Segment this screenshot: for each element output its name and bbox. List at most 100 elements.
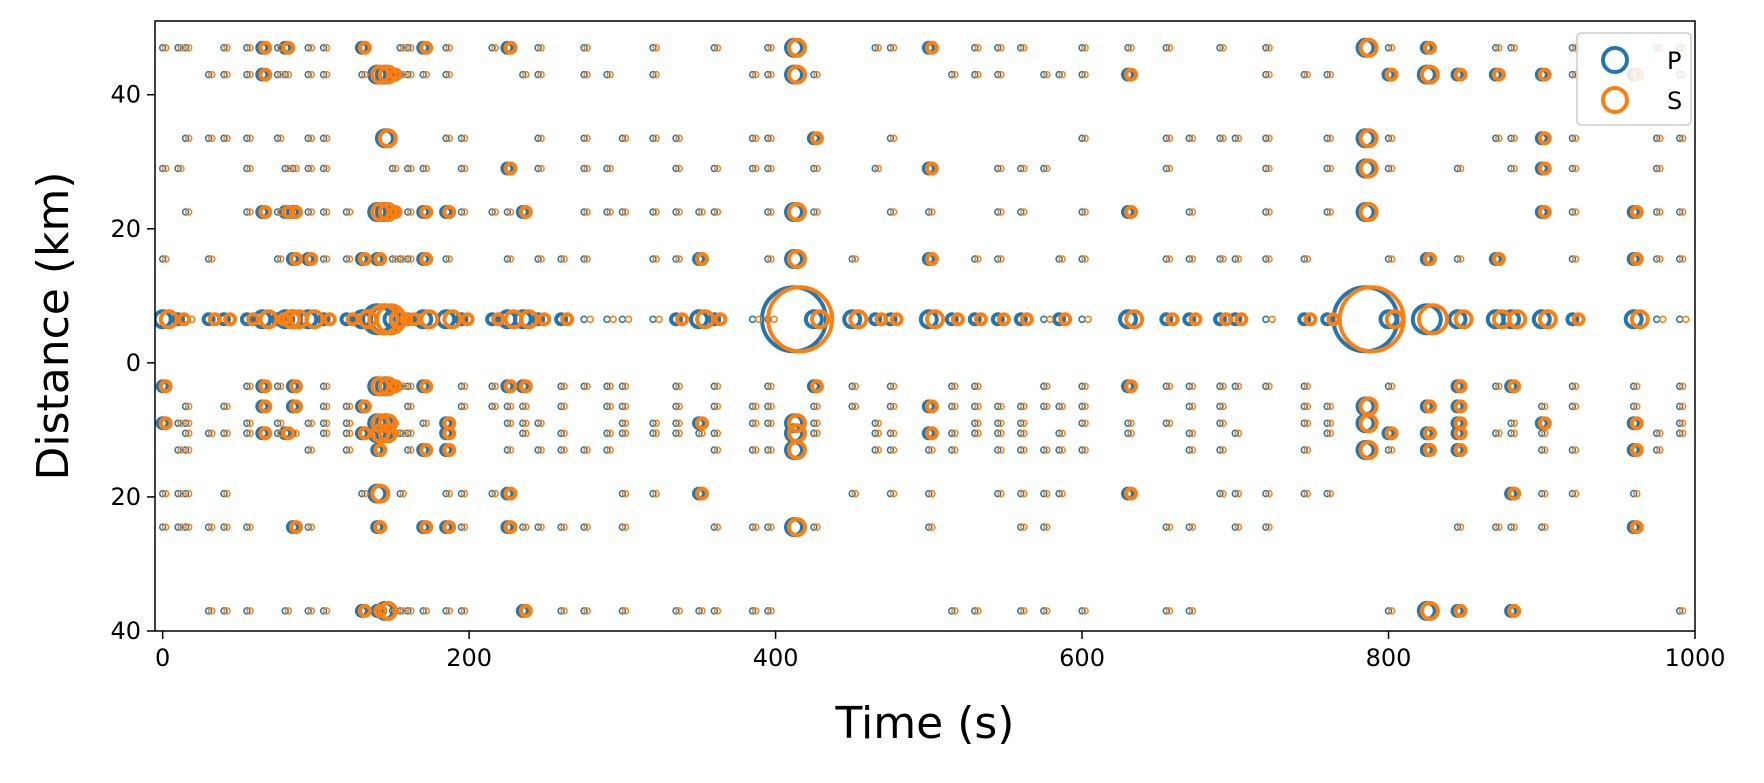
marker-s-25-11 [537, 446, 545, 454]
marker-s-34-3 [751, 164, 760, 173]
marker-s-37-7 [810, 379, 824, 394]
marker-p-37-3 [810, 164, 818, 173]
marker-p-50-2 [1162, 134, 1171, 143]
marker-s-20-11 [442, 443, 457, 457]
marker-s-3-5 [207, 255, 216, 263]
marker-p-54-1 [1262, 70, 1270, 79]
marker-s-61-10 [1495, 429, 1503, 438]
marker-p-37-10 [810, 429, 818, 438]
marker-s-61-0 [1495, 44, 1503, 52]
marker-p-58-3 [1384, 164, 1393, 173]
marker-s-12-10 [345, 429, 354, 438]
marker-s-1-0 [177, 44, 185, 52]
marker-s-18-8 [407, 402, 415, 411]
marker-p-35-1 [764, 70, 772, 79]
marker-s-27-13 [583, 523, 591, 531]
marker-s-20-1 [445, 70, 453, 79]
marker-p-52-2 [1216, 134, 1224, 143]
marker-p-25-5 [534, 255, 542, 263]
marker-s-55-12 [1303, 489, 1312, 498]
marker-s-58-3 [1387, 164, 1396, 173]
marker-p-50-3 [1162, 164, 1171, 173]
marker-p-61-2 [1492, 134, 1500, 143]
marker-p-16-3 [388, 164, 397, 173]
marker-s-34-13 [751, 523, 760, 531]
x-axis-title: Time (s) [835, 698, 1015, 749]
marker-s-2-8 [184, 402, 193, 411]
marker-s-30-5 [652, 255, 660, 263]
marker-p-28-10 [603, 429, 611, 438]
marker-s-31-6 [675, 312, 690, 327]
marker-s-47-6 [1058, 312, 1073, 327]
marker-s-60-5 [1456, 255, 1465, 263]
marker-s-40-7 [889, 382, 898, 391]
marker-s-48-11 [1081, 446, 1089, 454]
marker-p-24-6 [512, 309, 533, 330]
marker-p-63-11 [1538, 446, 1546, 454]
marker-s-18-7 [407, 382, 415, 391]
marker-p-23-4 [503, 208, 512, 216]
marker-p-17-0 [396, 44, 404, 52]
marker-p-52-11 [1216, 446, 1224, 454]
marker-p-33-6 [707, 312, 722, 327]
x-axis: 0 200 400 600 800 1000 [155, 631, 1726, 672]
marker-s-30-0 [652, 44, 660, 52]
marker-s-43-5 [974, 255, 982, 263]
marker-s-52-7 [1219, 382, 1227, 391]
marker-p-5-4 [243, 208, 251, 216]
marker-s-43-10 [974, 429, 982, 438]
marker-p-37-8 [810, 402, 818, 411]
marker-s-37-1 [813, 70, 821, 79]
marker-s-11-2 [322, 134, 331, 143]
marker-p-43-6 [967, 312, 982, 327]
marker-s-5-10 [246, 429, 254, 438]
marker-p-0-13 [158, 523, 167, 531]
marker-p-3-2 [204, 134, 213, 143]
marker-s-22-4 [491, 208, 499, 216]
marker-p-2-11 [181, 446, 190, 454]
x-tick-label-400: 400 [753, 644, 799, 672]
legend: P S [1576, 32, 1692, 126]
marker-p-4-13 [220, 523, 228, 531]
marker-s-14-12 [370, 483, 391, 504]
marker-s-19-9 [422, 419, 430, 427]
marker-s-19-7 [419, 379, 434, 394]
marker-s-42-14 [951, 607, 959, 615]
marker-s-58-0 [1387, 44, 1396, 52]
marker-p-31-14 [672, 607, 680, 615]
marker-s-61-1 [1491, 67, 1506, 82]
marker-s-30-10 [652, 429, 660, 438]
marker-p-48-7 [1078, 382, 1086, 391]
marker-p-48-9 [1078, 419, 1086, 427]
marker-p-29-9 [618, 419, 627, 427]
marker-p-67-10 [1675, 429, 1684, 438]
marker-s-36-13 [787, 517, 807, 538]
marker-p-20-0 [442, 44, 450, 52]
marker-s-30-6 [655, 315, 663, 324]
marker-s-64-2 [1571, 134, 1580, 143]
marker-p-39-9 [871, 419, 879, 427]
marker-s-17-6 [399, 312, 414, 327]
marker-p-11-0 [319, 44, 328, 52]
marker-s-46-1 [1043, 70, 1051, 79]
marker-p-45-0 [1017, 44, 1025, 52]
marker-s-26-6 [560, 312, 575, 327]
marker-s-47-8 [1058, 402, 1066, 411]
marker-s-5-4 [246, 208, 254, 216]
marker-s-28-11 [606, 446, 614, 454]
marker-p-55-9 [1300, 419, 1309, 427]
marker-p-48-8 [1078, 402, 1086, 411]
marker-p-12-6 [339, 312, 354, 327]
marker-s-27-6 [586, 315, 594, 324]
marker-s-55-7 [1303, 382, 1312, 391]
marker-p-10-11 [304, 446, 312, 454]
marker-p-0-6 [155, 309, 173, 330]
marker-s-49-7 [1124, 379, 1139, 394]
marker-s-8-14 [284, 607, 293, 615]
marker-p-44-1 [994, 70, 1002, 79]
marker-s-5-0 [246, 44, 254, 52]
marker-p-18-0 [404, 44, 412, 52]
marker-p-54-13 [1262, 523, 1270, 531]
marker-p-55-6 [1297, 312, 1312, 327]
marker-s-16-3 [391, 164, 400, 173]
